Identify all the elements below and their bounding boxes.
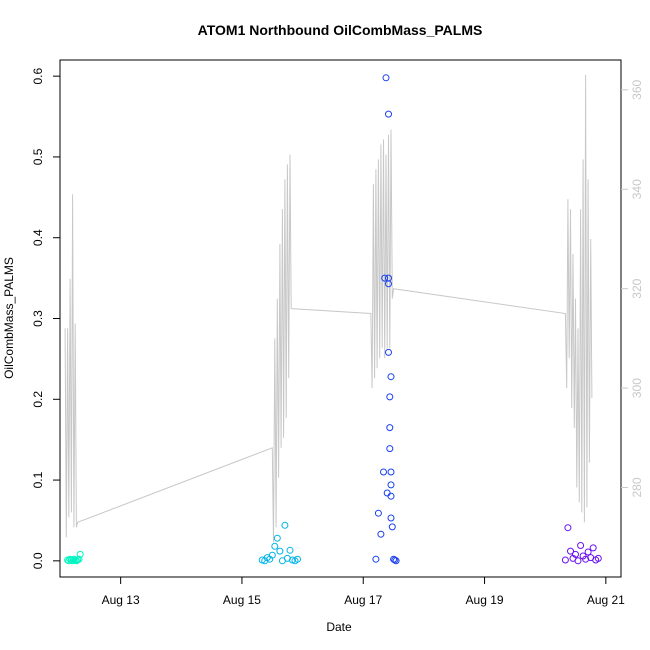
x-axis-label: Date [326, 620, 352, 634]
data-point [374, 509, 382, 517]
x-tick-label: Aug 19 [466, 593, 504, 607]
data-point [387, 373, 395, 381]
data-point [572, 550, 579, 558]
y2-tick-label: 320 [630, 278, 644, 298]
data-point [564, 524, 572, 532]
x-tick-label: Aug 17 [344, 593, 382, 607]
data-point [574, 557, 582, 565]
data-point [387, 492, 395, 500]
y2-series-line [64, 74, 593, 543]
data-point [271, 542, 279, 550]
y-tick-label: 0.5 [31, 148, 45, 165]
data-point [294, 555, 301, 563]
x-tick-label: Aug 15 [223, 593, 261, 607]
data-point [589, 544, 597, 552]
plot-frame [59, 59, 622, 578]
data-point [286, 546, 294, 554]
data-point [388, 523, 396, 531]
data-point [385, 110, 392, 118]
x-tick-label: Aug 13 [102, 593, 140, 607]
data-point [75, 555, 83, 563]
data-point [372, 555, 380, 563]
data-point [276, 547, 284, 555]
data-point [76, 550, 84, 558]
data-point [268, 551, 276, 559]
y2-tick-label: 280 [630, 477, 644, 497]
data-point [273, 534, 281, 542]
y-tick-label: 0.6 [31, 67, 45, 84]
data-point [74, 556, 82, 564]
y2-tick-label: 340 [630, 179, 644, 199]
data-point [385, 348, 392, 356]
chart-title: ATOM1 Northbound OilCombMass_PALMS [198, 22, 483, 38]
y-tick-label: 0.0 [31, 552, 45, 569]
data-point [383, 489, 391, 497]
x-axis: Aug 13 Aug 15 Aug 17 Aug 19 Aug 21 [102, 577, 625, 607]
data-point [386, 424, 394, 432]
data-point [382, 74, 390, 82]
y2-tick-label: 300 [630, 378, 644, 398]
y-tick-label: 0.4 [31, 229, 45, 246]
data-point [386, 393, 394, 401]
data-point [567, 547, 574, 555]
data-point [577, 542, 585, 549]
data-point [584, 548, 592, 556]
y-axis-label: OilCombMass_PALMS [2, 257, 16, 379]
data-point [387, 514, 395, 522]
data-point [386, 445, 394, 453]
y-tick-label: 0.2 [31, 391, 45, 408]
y-tick-label: 0.1 [31, 471, 45, 488]
data-point [392, 557, 400, 565]
scatter-points [64, 74, 602, 565]
data-point [380, 468, 387, 476]
data-point [391, 556, 399, 564]
data-point [281, 521, 289, 529]
data-point [381, 274, 389, 282]
y2-tick-label: 360 [630, 79, 644, 99]
y2-axis: 280 300 320 340 360 [621, 79, 644, 498]
x-tick-label: Aug 21 [587, 593, 625, 607]
data-point [387, 481, 395, 489]
data-point [387, 468, 395, 476]
data-point [71, 556, 79, 564]
y-tick-label: 0.3 [31, 310, 45, 327]
y-axis: 0.0 0.1 0.2 0.3 0.4 0.5 0.6 [31, 67, 60, 569]
data-point [377, 530, 385, 538]
data-point [385, 280, 392, 288]
data-point [594, 554, 602, 562]
data-point [561, 556, 569, 564]
